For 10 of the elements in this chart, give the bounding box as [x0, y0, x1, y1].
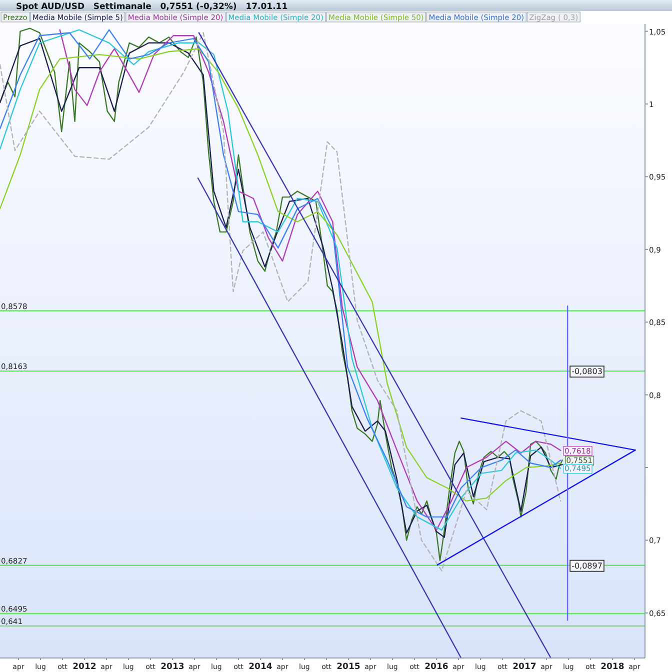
annotation: -0,0897	[572, 561, 602, 570]
x-tick-label: 2014	[248, 662, 272, 672]
annotation: -0,0803	[572, 367, 602, 376]
x-tick-label: 2017	[512, 662, 536, 672]
chart-title: Spot AUD/USD Settimanale 0,7551 (-0,32%) 17.01.11	[16, 2, 288, 12]
x-tick-label: 2013	[160, 662, 184, 672]
x-tick-label: 2016	[424, 662, 448, 672]
x-tick-label: 2015	[336, 662, 360, 672]
x-tick-label: 2012	[72, 662, 96, 672]
x-tick-label: 2018	[600, 662, 624, 672]
